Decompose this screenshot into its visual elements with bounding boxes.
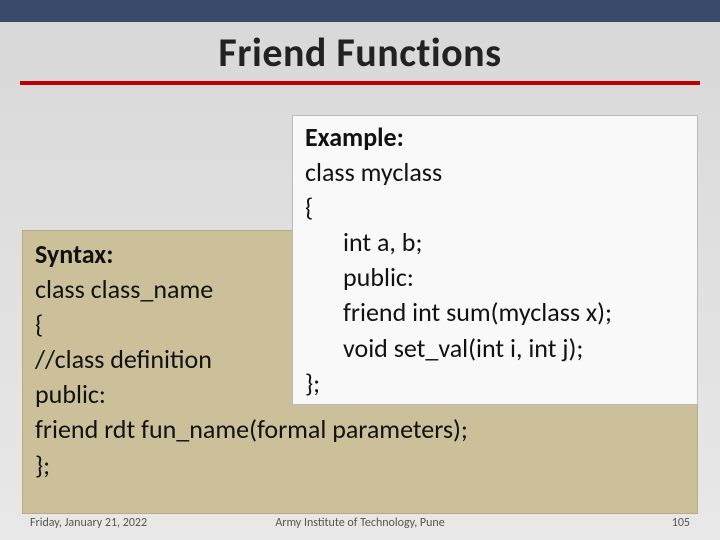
top-accent-bar	[0, 0, 720, 22]
example-line: void set_val(int i, int j);	[305, 331, 685, 366]
example-heading: Example:	[305, 120, 685, 155]
syntax-line: friend rdt fun_name(formal parameters);	[35, 412, 685, 447]
title-area: Friend Functions	[0, 22, 720, 81]
example-box: Example: class myclass { int a, b; publi…	[292, 115, 698, 405]
footer-org: Army Institute of Technology, Pune	[0, 516, 720, 530]
footer-page-number: 105	[672, 516, 690, 530]
example-line: };	[305, 366, 685, 401]
syntax-line: };	[35, 448, 685, 483]
example-line: class myclass	[305, 155, 685, 190]
slide-title: Friend Functions	[0, 28, 720, 77]
example-line: {	[305, 190, 685, 225]
example-line: int a, b;	[305, 225, 685, 260]
example-line: friend int sum(myclass x);	[305, 295, 685, 330]
example-line: public:	[305, 260, 685, 295]
title-underline	[20, 81, 700, 85]
